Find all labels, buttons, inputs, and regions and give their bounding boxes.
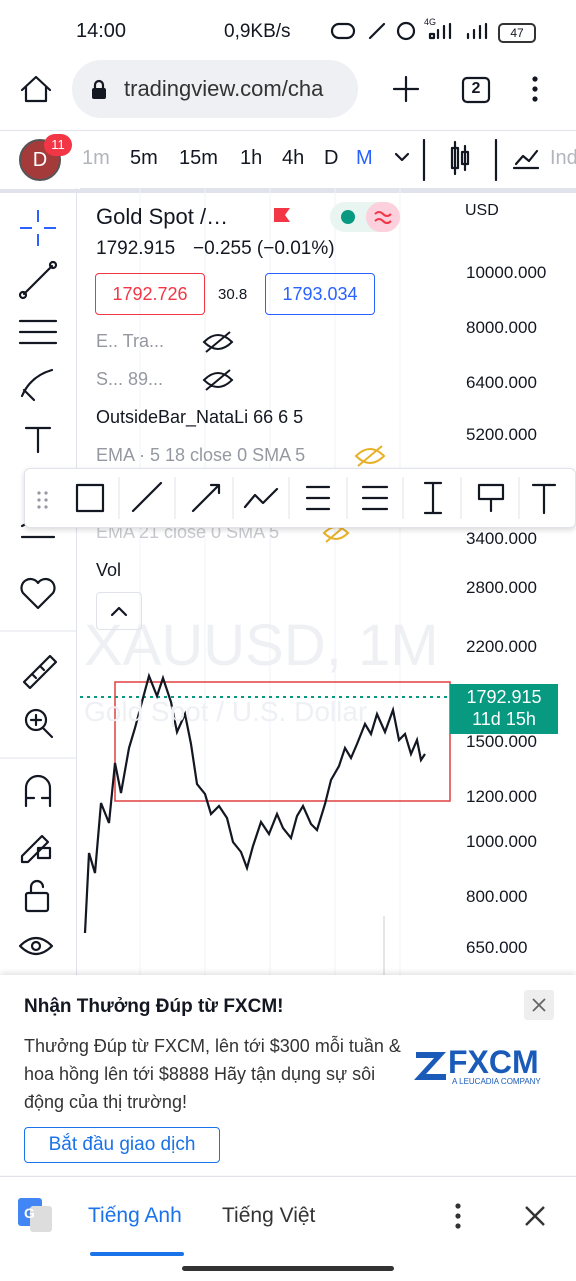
url[interactable]: tradingview.com/cha [124,76,324,101]
axis-label: 5200.000 [466,425,537,444]
drawing-tools [37,477,557,519]
chart-canvas [80,188,576,978]
indicator: S... 89... [96,369,164,389]
axis-label: 650.000 [466,938,528,957]
tab-indicator [90,1252,184,1256]
status-icons [330,21,488,41]
translate-icon: G [18,1198,52,1232]
url-bar[interactable] [72,60,358,118]
visibility-icons [202,331,386,543]
home-indicator [182,1266,394,1271]
axis-label: 2800.000 [466,578,537,597]
fxcm-mark [414,1052,446,1080]
axis-label: 1200.000 [466,787,537,806]
ad-banner [0,975,576,1175]
buy-button[interactable]: 1793.034 [265,273,375,315]
source-language[interactable]: Tiếng Anh [88,1204,182,1227]
axis-label: 1000.000 [466,832,537,851]
network: 4G [424,17,437,27]
timeframe[interactable]: 1h [240,147,263,169]
browser-icons [20,75,538,104]
ad-body: Thưởng Đúp từ FXCM, lên tới $300 mỗi tuầ… [24,1036,401,1112]
symbol-flags [274,202,400,232]
close-icon [532,998,546,1012]
currency[interactable]: USD [465,202,499,219]
ad-title[interactable]: Nhận Thưởng Đúp từ FXCM! [24,996,284,1017]
axis-label: 6400.000 [466,373,537,392]
price-tag: 1792.915 11d 15h [450,684,558,734]
timeframe[interactable]: 1m [82,147,110,169]
timeframe[interactable]: 5m [130,147,158,169]
watermark-sub: Gold Spot / U.S. Dollar [84,696,368,727]
countdown: 11d 15h [472,709,536,729]
axis-label: 2200.000 [466,637,537,656]
time: 14:00 [76,20,127,42]
speed: 0,9KB/s [224,21,291,42]
spread: 30.8 [218,286,248,303]
badge: 11 [44,134,72,156]
indicator: EMA · 5 18 close 0 SMA 5 [96,445,306,465]
collapse-button[interactable] [96,592,142,630]
timeframe[interactable]: D [324,147,339,169]
drawing-toolbar [24,468,576,528]
timeframe[interactable]: 4h [282,147,305,169]
svg-text:G: G [24,1205,35,1221]
axis-label: 10000.000 [466,263,547,282]
lock-icon [92,79,106,99]
indicator: OutsideBar_NataLi 66 6 5 [96,407,304,427]
divider [76,188,77,978]
sell-button[interactable]: 1792.726 [95,273,205,315]
chart-toolbar [0,130,576,193]
chevron [110,606,128,617]
axis-label: 1500.000 [466,732,537,751]
translate-actions [455,1203,545,1229]
toolbar-icons [394,138,540,182]
tools [0,210,76,956]
indicators-button[interactable]: Ind [550,147,576,169]
last-price: 1792.915 [96,238,176,259]
axis-label: 8000.000 [466,318,537,337]
indicator: E.. Tra... [96,331,165,351]
change: −0.255 (−0.01%) [193,238,335,259]
translate-bar [0,1176,576,1281]
symbol[interactable]: Gold Spot /… [96,204,229,229]
watermark: XAUUSD, 1M [84,613,439,678]
ad-logo-sub: A LEUCADIA COMPANY [452,1077,541,1086]
axis-label: 3400.000 [466,529,537,548]
indicator: Vol [96,560,122,580]
ad-button[interactable]: Bắt đầu giao dịch [24,1127,220,1163]
timeframe[interactable]: M [356,147,373,169]
timeframe[interactable]: 15m [179,147,218,169]
tab-count[interactable]: 2 [471,80,481,97]
ad-logo: FXCM [448,1044,539,1080]
price-tag-value: 1792.915 [466,687,542,707]
battery: 47 [498,23,536,43]
axis-label: 800.000 [466,887,528,906]
ad-close[interactable] [524,990,554,1020]
target-language[interactable]: Tiếng Việt [222,1204,316,1227]
